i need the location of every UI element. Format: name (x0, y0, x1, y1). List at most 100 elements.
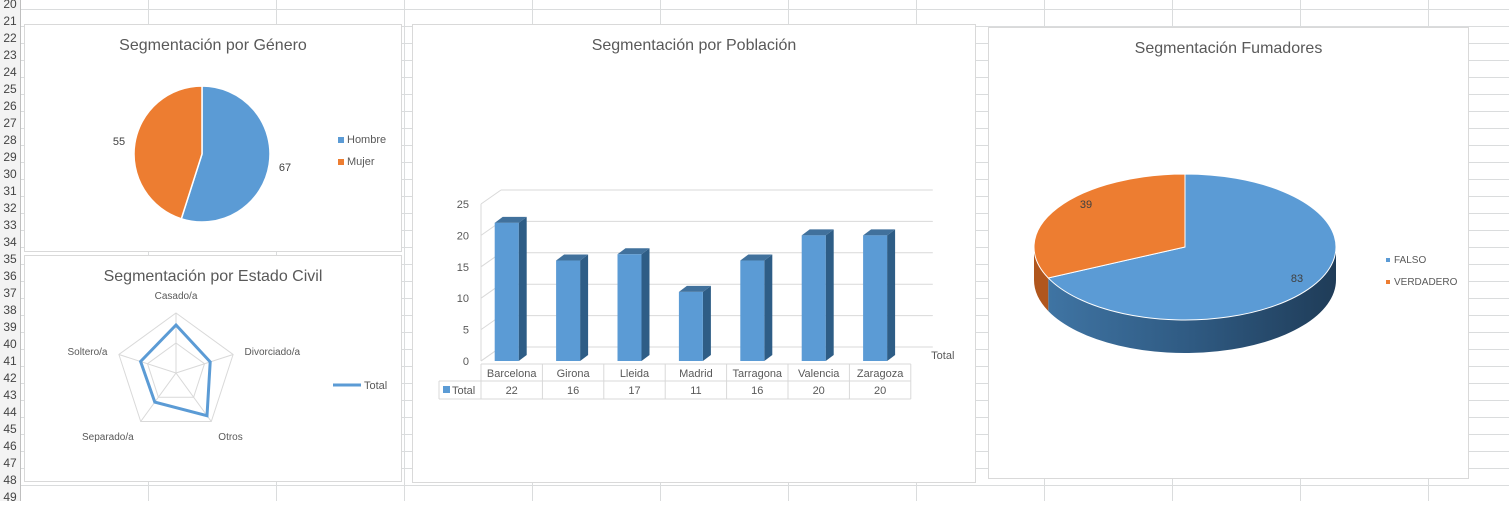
bar-side (641, 248, 650, 361)
category-label: Separado/a (82, 432, 134, 443)
bar-top (494, 216, 527, 223)
category-label: Soltero/a (67, 347, 107, 358)
data-label: 22 (506, 385, 518, 397)
row-number: 32 (3, 201, 17, 215)
y-tick-label: 0 (463, 356, 469, 368)
row-number: 40 (3, 337, 17, 351)
x-tick-label: Valencia (798, 368, 840, 380)
pie-slice (1047, 173, 1337, 321)
data-label: 83 (1291, 273, 1303, 285)
population-bar-chart[interactable]: Segmentación por Población 0 5 10 15 20 25 Tot… (412, 24, 976, 483)
row-number: 47 (3, 456, 17, 470)
gridline (480, 189, 502, 205)
radar-spoke (118, 354, 177, 374)
pie-side (1048, 247, 1336, 354)
legend-marker (443, 386, 450, 393)
data-label: 16 (567, 385, 579, 397)
x-tick-label: Tarragona (733, 368, 783, 380)
row-number: 42 (3, 371, 17, 385)
data-label: 55 (113, 136, 125, 148)
x-tick-label: Lleida (620, 368, 650, 380)
row-number: 39 (3, 320, 17, 334)
row-number: 46 (3, 439, 17, 453)
row-number: 31 (3, 184, 17, 198)
y-tick-label: 15 (457, 262, 469, 274)
bar (678, 291, 703, 361)
x-tick-label: Zaragoza (857, 368, 904, 380)
x-tick-label: Madrid (679, 368, 713, 380)
row-number: 49 (3, 490, 17, 504)
row-header: 20 21 22 23 24 25 26 27 28 29 30 31 32 33 34 35 36 37 38 39… (0, 0, 21, 504)
row-number: 34 (3, 235, 17, 249)
data-label: 67 (279, 162, 291, 174)
row-number: 27 (3, 116, 17, 130)
gender-pie-svg: 67 55 Hombre Mujer (113, 85, 386, 223)
radar-spoke (175, 354, 234, 374)
row-number: 44 (3, 405, 17, 419)
row-number: 35 (3, 252, 17, 266)
bar (863, 235, 888, 361)
y-tick-label: 20 (457, 230, 469, 242)
bar-top (556, 254, 589, 261)
row-number: 20 (3, 0, 17, 11)
row-number: 25 (3, 82, 17, 96)
row-number: 41 (3, 354, 17, 368)
legend-label: VERDADERO (1394, 277, 1458, 288)
legend-marker (338, 137, 344, 143)
x-tick-label: Girona (557, 368, 591, 380)
bar-top (617, 248, 650, 255)
bar-top (863, 229, 896, 236)
bar-side (887, 229, 896, 361)
bar (740, 260, 765, 361)
bar-side (764, 254, 773, 361)
bar-side (702, 285, 711, 361)
data-label: 17 (628, 385, 640, 397)
data-label: 11 (690, 385, 701, 397)
radar-gridline (146, 342, 206, 398)
row-number: 45 (3, 422, 17, 436)
category-label: Divorciado/a (245, 347, 301, 358)
bar-top (678, 285, 711, 292)
legend-label: Total (452, 385, 475, 397)
data-label: 39 (1080, 199, 1092, 211)
bar-top (740, 254, 773, 261)
row-number: 28 (3, 133, 17, 147)
marital-status-radar-chart[interactable]: Segmentación por Estado Civil Casado/a Di… (24, 255, 402, 482)
y-tick-label: 10 (457, 293, 469, 305)
bar (617, 254, 642, 361)
pie-slice (180, 85, 271, 223)
chart-title: Segmentación por Población (591, 37, 797, 54)
pie-slice (1033, 173, 1186, 279)
bar-top (801, 229, 834, 236)
row-number: 26 (3, 99, 17, 113)
row-number: 36 (3, 269, 17, 283)
legend-label: Total (364, 380, 387, 392)
data-label: 20 (874, 385, 886, 397)
bar (801, 235, 826, 361)
bar-side (825, 229, 834, 361)
row-number: 43 (3, 388, 17, 402)
chart-title: Segmentación por Estado Civil (103, 268, 323, 285)
legend-label: Mujer (347, 156, 375, 168)
gender-pie-chart[interactable]: Segmentación por Género 67 55 Hombre Mujer (24, 24, 402, 252)
smokers-pie-chart[interactable]: Segmentación Fumadores 83 39 FALSO VERDADER… (988, 27, 1469, 479)
marital-radar-svg: Casado/a Divorciado/a Otros Separado/a Solte… (67, 291, 387, 443)
row-number: 33 (3, 218, 17, 232)
bar (556, 260, 581, 361)
legend-label: Hombre (347, 134, 386, 146)
row-number: 21 (3, 14, 17, 28)
radar-spoke (140, 372, 177, 422)
depth-axis-label: Total (931, 350, 954, 362)
legend-marker (1386, 280, 1390, 284)
row-number: 24 (3, 65, 17, 79)
row-number: 30 (3, 167, 17, 181)
bar-side (580, 254, 589, 361)
legend-marker (338, 159, 344, 165)
legend-marker (1386, 258, 1390, 262)
data-label: 20 (813, 385, 825, 397)
radar-spoke (175, 372, 212, 422)
row-number: 23 (3, 48, 17, 62)
radar-gridline (118, 312, 234, 422)
data-label: 16 (751, 385, 763, 397)
row-number: 37 (3, 286, 17, 300)
